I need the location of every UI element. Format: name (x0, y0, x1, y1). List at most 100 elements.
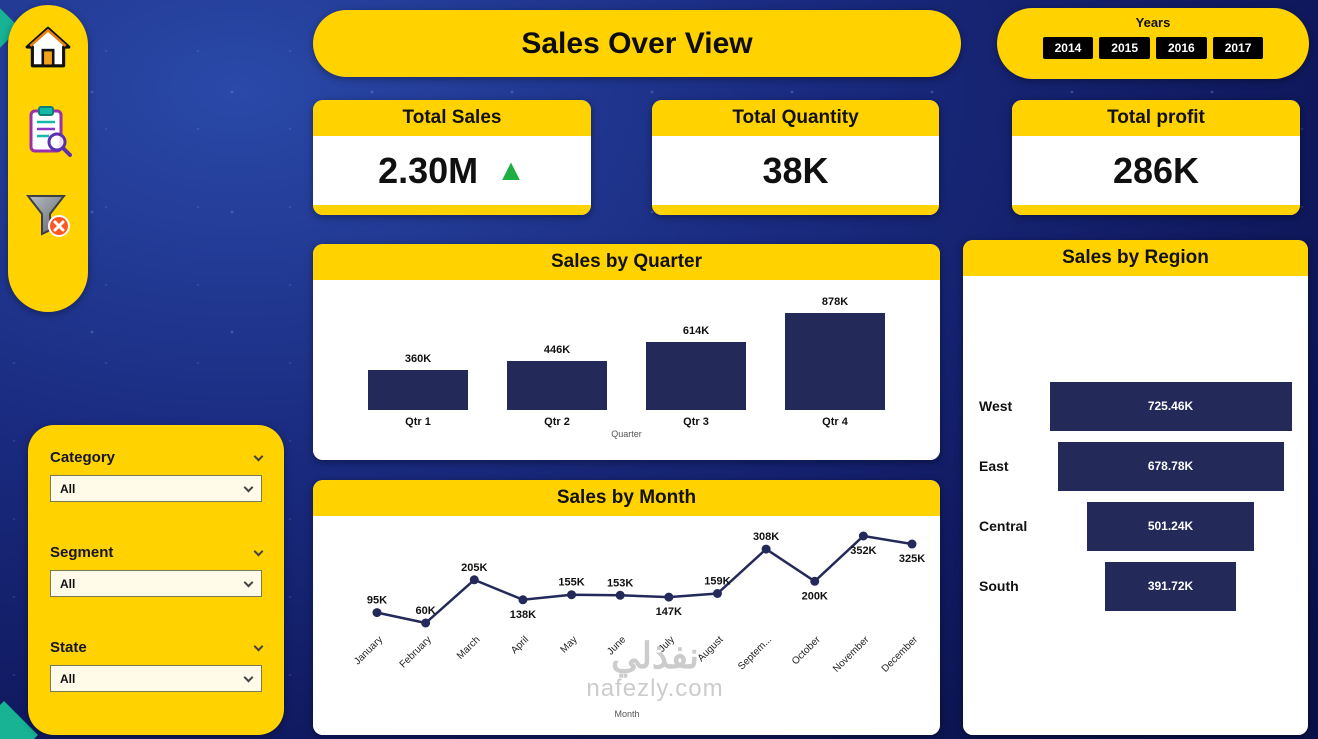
sales-by-quarter-card: Sales by Quarter 360K Qtr 1 446K Qtr 2 614K Q… (313, 244, 940, 460)
slicer-label: State (50, 639, 87, 656)
x-tick-label: November (831, 634, 872, 675)
point-value-label: 95K (366, 595, 386, 607)
funnel-bar[interactable]: 391.72K (1105, 561, 1236, 611)
line-series (376, 534, 912, 625)
data-point[interactable] (809, 576, 819, 586)
bar-column: 614K Qtr 3 (640, 325, 752, 428)
chevron-down-icon (243, 482, 254, 492)
data-point[interactable] (712, 589, 722, 599)
funnel-category-label: South (979, 578, 1019, 594)
x-tick-label: Septem... (736, 634, 774, 672)
funnel-bar[interactable]: 501.24K (1087, 501, 1254, 551)
x-tick-label: March (454, 634, 481, 661)
slicer-dropdown[interactable]: All (50, 475, 262, 502)
chevron-down-icon (243, 672, 254, 682)
x-tick-label: January (352, 634, 385, 667)
bar-column: 446K Qtr 2 (501, 344, 613, 428)
bar-value-label: 614K (682, 325, 710, 337)
point-value-label: 308K (752, 531, 778, 543)
sidebar (8, 5, 88, 312)
kpi-title: Total profit (1012, 100, 1300, 136)
bar[interactable] (646, 342, 746, 410)
x-tick-label: May (558, 634, 579, 655)
funnel-bar-wrap: 391.72K (1041, 561, 1308, 611)
funnel-bar-wrap: 678.78K (1041, 441, 1308, 491)
sales-by-region-card: Sales by Region West 725.46K East 678.78K Ce… (963, 240, 1308, 735)
bar[interactable] (785, 313, 885, 410)
point-value-label: 352K (850, 545, 876, 557)
kpi-value: 286K (1112, 149, 1200, 191)
x-tick-label: August (695, 634, 725, 664)
funnel-category-label: West (979, 398, 1013, 414)
funnel-bar[interactable]: 725.46K (1049, 381, 1292, 431)
slicer-groups: Category All Segment All State All (50, 449, 264, 692)
x-tick-label: June (605, 634, 628, 657)
chevron-down-icon[interactable] (253, 546, 264, 556)
sales-by-month-card: Sales by Month 95K January 60K February 205K… (313, 480, 940, 735)
x-tick-label: July (656, 634, 676, 654)
point-value-label: 153K (607, 577, 633, 589)
chevron-down-icon[interactable] (253, 641, 264, 651)
chevron-down-icon[interactable] (253, 451, 264, 461)
report-search-button[interactable] (20, 101, 76, 161)
clear-filter-button[interactable] (20, 185, 76, 245)
year-button-2016[interactable]: 2016 (1156, 37, 1207, 59)
x-axis-title: Quarter (611, 429, 642, 439)
bar[interactable] (507, 361, 607, 410)
slicer-dropdown[interactable]: All (50, 665, 262, 692)
slicer-dropdown[interactable]: All (50, 570, 262, 597)
year-button-2015[interactable]: 2015 (1099, 37, 1150, 59)
data-point[interactable] (566, 590, 576, 600)
funnel-category-label: Central (979, 518, 1028, 534)
month-line-chart: 95K January 60K February 205K March 138K April 1… (352, 531, 925, 719)
bar-value-label: 446K (543, 344, 571, 356)
bar-column: 360K Qtr 1 (362, 353, 474, 428)
kpi-accent-strip (313, 205, 591, 215)
slicer-label: Category (50, 449, 116, 466)
report-search-icon (29, 106, 72, 157)
slicer-header[interactable]: Segment (50, 544, 264, 561)
slicer-value: All (60, 481, 76, 496)
point-value-label: 200K (801, 590, 827, 602)
bar-value-label: 878K (821, 296, 849, 308)
point-value-label: 205K (461, 562, 487, 574)
home-button[interactable] (20, 17, 76, 77)
data-point[interactable] (858, 531, 868, 541)
year-button-2017[interactable]: 2017 (1212, 37, 1264, 59)
chart-title: Sales by Region (963, 240, 1308, 276)
clear-filter-icon (25, 195, 70, 237)
slicer-header[interactable]: State (50, 639, 264, 656)
year-button-2014[interactable]: 2014 (1042, 37, 1094, 59)
data-point[interactable] (469, 575, 479, 585)
kpi-card-total-sales: Total Sales 2.30M ▲ (313, 100, 591, 215)
data-point[interactable] (517, 595, 527, 605)
bar-value-label: 360K (404, 353, 432, 365)
data-point[interactable] (663, 592, 673, 602)
funnel-row: West 725.46K (963, 376, 1308, 436)
slicer-state: State All (50, 639, 264, 692)
slicer-header[interactable]: Category (50, 449, 264, 466)
kpi-title: Total Quantity (652, 100, 939, 136)
kpi-value: 38K (762, 149, 829, 191)
x-tick-label: October (789, 634, 822, 667)
x-tick-label: April (509, 634, 531, 656)
funnel-bar[interactable]: 678.78K (1057, 441, 1284, 491)
data-point[interactable] (761, 544, 771, 554)
funnel-row: East 678.78K (963, 436, 1308, 496)
funnel-category-label: East (979, 458, 1009, 474)
funnel-bar-wrap: 725.46K (1041, 381, 1308, 431)
bar-column: 878K Qtr 4 (779, 296, 891, 428)
bar[interactable] (368, 370, 468, 410)
data-point[interactable] (372, 608, 381, 618)
slicer-value: All (60, 576, 76, 591)
funnel-bar-wrap: 501.24K (1041, 501, 1308, 551)
year-buttons: 2014 2015 2016 2017 (997, 37, 1309, 59)
slicer-panel: Category All Segment All State All (28, 425, 284, 735)
data-point[interactable] (615, 590, 625, 600)
data-point[interactable] (907, 539, 916, 549)
point-value-label: 60K (415, 605, 435, 617)
point-value-label: 159K (704, 576, 730, 588)
trend-up-icon: ▲ (496, 153, 526, 187)
bar-category-label: Qtr 1 (405, 416, 431, 428)
data-point[interactable] (420, 618, 430, 628)
